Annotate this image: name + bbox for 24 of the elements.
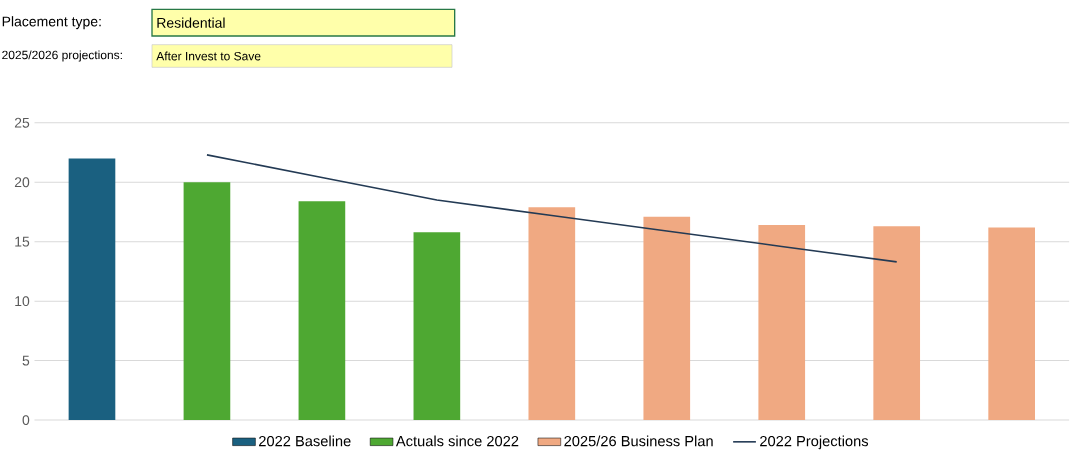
y-tick-label: 20 — [14, 177, 30, 188]
bar — [413, 232, 461, 421]
bar — [643, 216, 691, 421]
bar — [298, 201, 346, 421]
text: 2025/2026 projections: — [2, 50, 122, 62]
bar — [528, 207, 576, 421]
text: Placement type: — [2, 16, 101, 30]
legend-label: Actuals since 2022 — [395, 435, 519, 447]
y-tick-label: 0 — [22, 415, 30, 426]
text: After Invest to Save — [156, 51, 261, 61]
bar — [988, 227, 1035, 421]
legend-label: 2022 Projections — [760, 435, 869, 450]
bar — [758, 225, 806, 421]
bar — [873, 226, 921, 421]
bar — [68, 158, 116, 421]
text: Residential — [157, 17, 225, 28]
y-tick-label: 10 — [15, 296, 30, 307]
bar — [183, 182, 231, 421]
legend-label: 2022 Baseline — [259, 435, 351, 447]
line-series — [206, 154, 898, 263]
y-tick-label: 25 — [14, 117, 30, 128]
y-tick-label: 15 — [15, 236, 30, 247]
legend-label: 2025/26 Business Plan — [564, 435, 713, 447]
y-tick-label: 5 — [22, 355, 30, 366]
